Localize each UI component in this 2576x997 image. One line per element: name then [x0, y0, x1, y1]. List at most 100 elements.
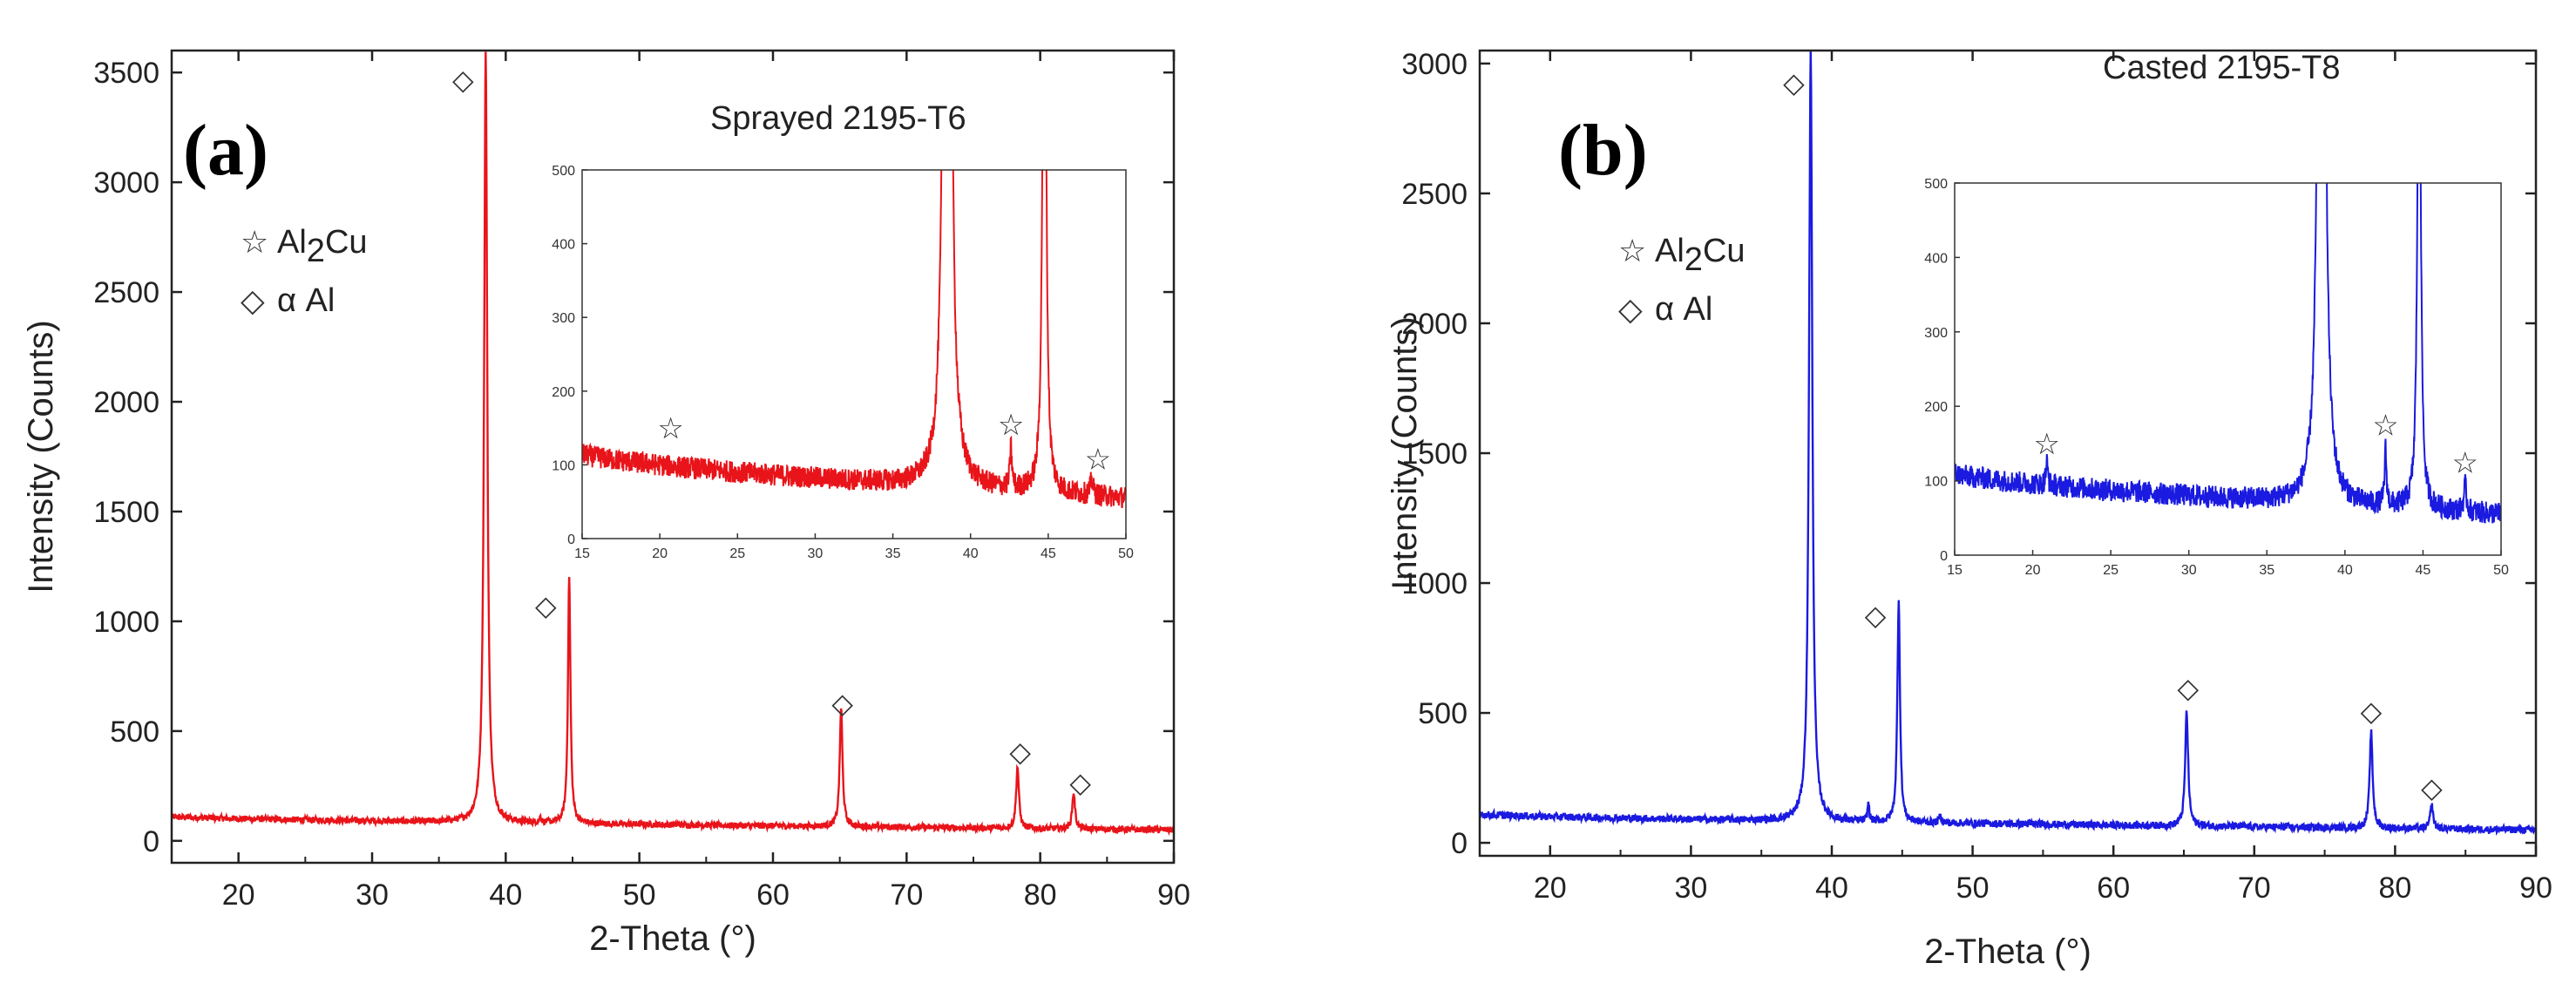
x-tick-label: 50: [1956, 872, 1990, 905]
y-tick-label: 1000: [1401, 567, 1468, 600]
x-tick-label: 90: [2519, 872, 2552, 905]
legend-label-tail: Cu: [325, 224, 368, 261]
y-tick-label: 0: [1451, 827, 1468, 860]
legend-label: α Al: [1655, 291, 1712, 328]
inset-x-tick-label: 25: [729, 546, 745, 561]
inset-x-tick-label: 45: [1041, 546, 1056, 561]
inset-star-marker-icon: ☆: [1085, 443, 1111, 478]
star-marker-icon: ☆: [1618, 234, 1646, 269]
x-tick-label: 50: [623, 878, 656, 912]
inset-frame: [1954, 182, 2502, 556]
inset-y-tick-label: 400: [552, 238, 575, 253]
inset-y-tick-label: 300: [552, 311, 575, 326]
peak-diamond-marker-icon: ◇: [2178, 671, 2200, 704]
x-tick-label: 70: [2238, 872, 2271, 905]
inset-x-tick-label: 40: [2337, 563, 2353, 578]
inset-line-series: [1955, 183, 2501, 524]
inset-x-tick-label: 50: [1118, 546, 1134, 561]
inset-x-tick-label: 25: [2103, 563, 2118, 578]
x-tick-label: 40: [1815, 872, 1848, 905]
x-tick-label: 20: [222, 878, 255, 912]
inset-y-tick-label: 500: [552, 164, 575, 179]
peak-diamond-marker-icon: ◇: [1009, 736, 1031, 769]
inset-y-tick-label: 500: [1924, 177, 1948, 192]
x-tick-label: 30: [356, 878, 389, 912]
legend-label-tail: Cu: [1703, 233, 1746, 269]
inset-y-tick-label: 200: [1924, 400, 1948, 415]
peak-diamond-marker-icon: ◇: [1783, 66, 1805, 99]
inset-y-tick-label: 100: [552, 458, 575, 473]
x-tick-label: 90: [1157, 878, 1190, 912]
inset-y-tick-label: 200: [552, 385, 575, 400]
inset-x-tick-label: 45: [2416, 563, 2431, 578]
diamond-marker-icon: ◇: [241, 283, 265, 319]
inset-y-tick-label: 0: [1940, 549, 1948, 564]
x-tick-label: 60: [2097, 872, 2130, 905]
legend-label-main: Al: [277, 224, 307, 261]
y-tick-label: 2000: [93, 386, 159, 419]
y-tick-label: 500: [1418, 697, 1468, 730]
y-tick-label: 1500: [93, 496, 159, 529]
legend-label-main: α Al: [277, 282, 335, 319]
y-tick-label: 3500: [93, 57, 159, 90]
inset-x-tick-label: 35: [885, 546, 901, 561]
xrd-line-series: [172, 51, 1174, 837]
inset-star-marker-icon: ☆: [657, 411, 683, 446]
y-tick-label: 3000: [93, 166, 159, 200]
inset-x-tick-label: 50: [2493, 563, 2509, 578]
x-tick-label: 80: [1024, 878, 1057, 912]
star-marker-icon: ☆: [241, 225, 268, 261]
legend-label-sub: 2: [1685, 241, 1703, 278]
y-tick-label: 2000: [1401, 308, 1468, 341]
y-tick-label: 500: [110, 716, 159, 749]
legend-label-main: α Al: [1655, 291, 1712, 328]
x-tick-label: 80: [2378, 872, 2411, 905]
chart-title: Casted 2195-T8: [2103, 50, 2341, 86]
inset-y-tick-label: 400: [1924, 251, 1948, 266]
x-tick-label: 70: [890, 878, 923, 912]
legend-label-sub: 2: [307, 233, 325, 269]
y-axis-title: Intensity (Counts): [22, 320, 60, 593]
peak-diamond-marker-icon: ◇: [452, 64, 474, 97]
x-tick-label: 20: [1534, 872, 1567, 905]
x-tick-label: 40: [489, 878, 522, 912]
legend-label: α Al: [277, 282, 335, 319]
inset-x-tick-label: 20: [2025, 563, 2041, 578]
peak-diamond-marker-icon: ◇: [1865, 599, 1887, 632]
panel-b: 20 30 40 50 60 70 80 90050010001500200025003000…: [1386, 48, 2552, 971]
y-tick-label: 3000: [1401, 48, 1468, 81]
inset-x-tick-label: 15: [1947, 563, 1963, 578]
inset-y-tick-label: 100: [1924, 475, 1948, 490]
inset-x-tick-label: 15: [574, 546, 590, 561]
inset-x-tick-label: 20: [652, 546, 668, 561]
y-tick-label: 1000: [93, 606, 159, 639]
y-tick-label: 0: [143, 825, 159, 858]
y-tick-label: 2500: [1401, 178, 1468, 211]
peak-diamond-marker-icon: ◇: [2421, 771, 2443, 804]
legend-label: Al2Cu: [1655, 233, 1746, 278]
x-tick-label: 60: [756, 878, 790, 912]
peak-diamond-marker-icon: ◇: [535, 589, 557, 622]
inset-y-tick-label: 0: [567, 532, 575, 547]
x-tick-label: 30: [1674, 872, 1707, 905]
inset-x-tick-label: 30: [2181, 563, 2197, 578]
xrd-line-series: [1480, 51, 2536, 837]
panel-letter: (b): [1558, 110, 1648, 191]
inset-y-tick-label: 300: [1924, 326, 1948, 341]
inset-x-tick-label: 35: [2259, 563, 2274, 578]
plot-frame: [170, 49, 1176, 865]
x-axis-title: 2-Theta (°): [1924, 933, 2091, 971]
diamond-marker-icon: ◇: [1618, 292, 1643, 328]
inset-line-series: [582, 170, 1126, 509]
y-tick-label: 2500: [93, 276, 159, 309]
inset-star-marker-icon: ☆: [2372, 409, 2398, 444]
inset-star-marker-icon: ☆: [2033, 427, 2059, 462]
inset-star-marker-icon: ☆: [998, 408, 1024, 443]
y-tick-label: 1500: [1401, 437, 1468, 471]
peak-diamond-marker-icon: ◇: [2361, 695, 2383, 728]
inset-x-tick-label: 30: [808, 546, 824, 561]
panel-letter: (a): [183, 110, 268, 191]
